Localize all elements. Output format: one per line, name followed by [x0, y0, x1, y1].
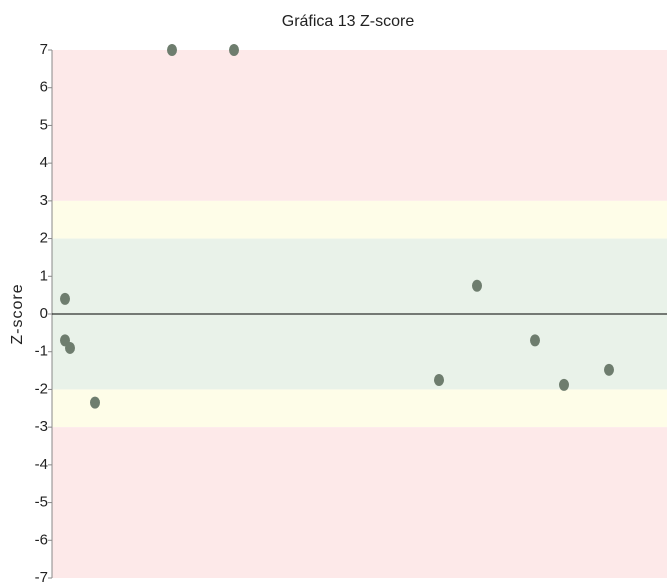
- y-tick-label: -5: [35, 494, 48, 511]
- point: [90, 396, 100, 409]
- chart-title: Gráfica 13 Z-score: [282, 13, 415, 30]
- y-tick-label: 4: [40, 154, 48, 171]
- y-tick-label: 1: [40, 267, 48, 284]
- y-tick-label: -7: [35, 569, 48, 586]
- point: [530, 334, 540, 347]
- band: [52, 389, 667, 428]
- y-tick-label: -1: [35, 343, 48, 360]
- band: [52, 427, 667, 578]
- y-tick-label: 0: [40, 305, 48, 322]
- y-tick-label: 5: [40, 116, 48, 133]
- y-tick-label: 7: [40, 41, 48, 58]
- point: [434, 374, 444, 386]
- band: [52, 50, 667, 201]
- band: [52, 200, 667, 239]
- point: [60, 292, 70, 305]
- y-tick-label: 6: [40, 79, 48, 96]
- y-axis-label: Z-score: [9, 283, 26, 344]
- y-tick-label: 2: [40, 230, 48, 247]
- point: [604, 363, 614, 376]
- y-tick-label: -4: [35, 456, 48, 473]
- point: [472, 279, 482, 292]
- y-tick-label: -6: [35, 531, 48, 548]
- y-tick-label: 3: [40, 192, 48, 209]
- y-tick-label: -3: [35, 418, 48, 435]
- y-tick-label: -2: [35, 380, 48, 397]
- point: [167, 44, 177, 56]
- point: [559, 378, 569, 391]
- point: [65, 341, 75, 354]
- point: [229, 44, 239, 56]
